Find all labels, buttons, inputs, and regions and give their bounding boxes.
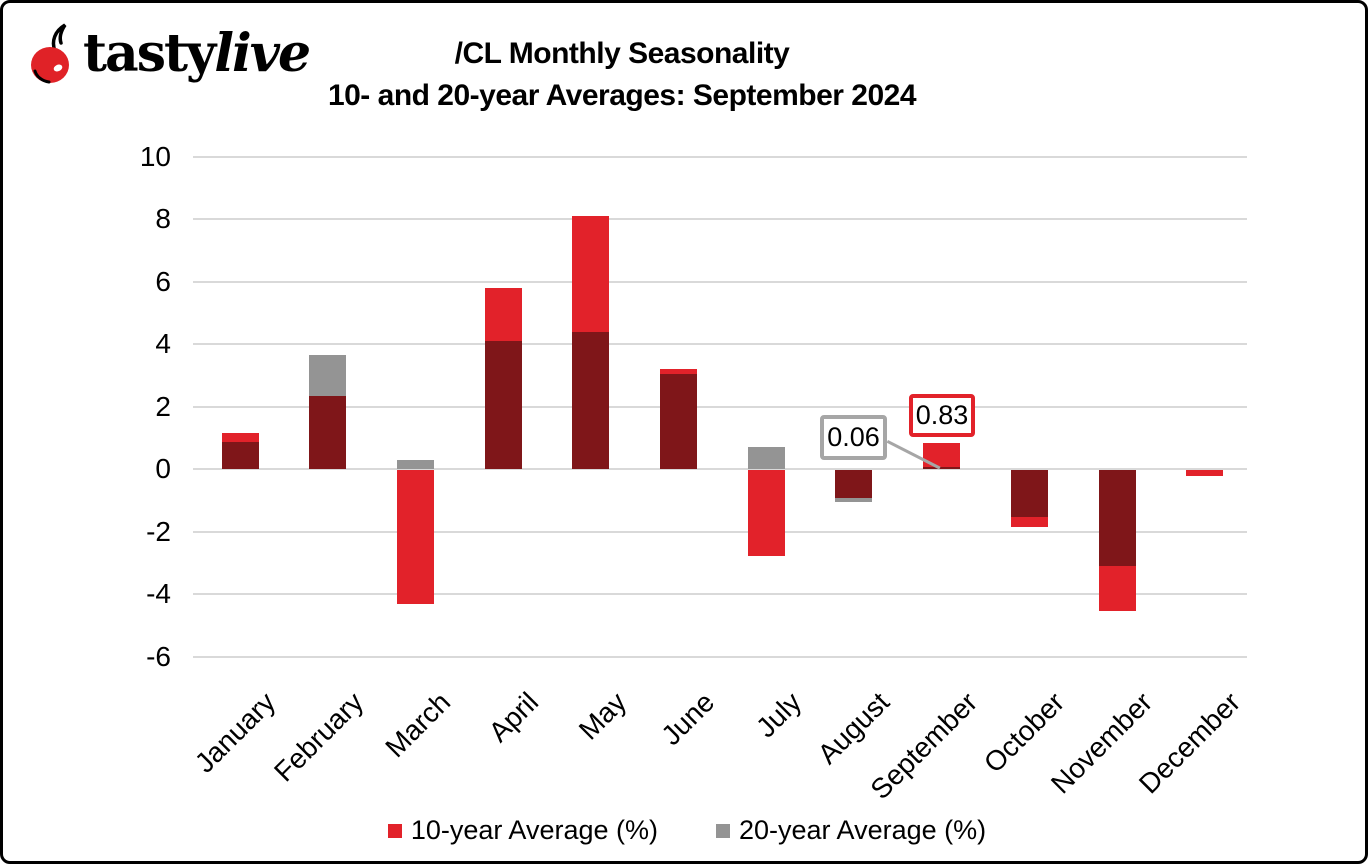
bar-january-10yr [221, 433, 259, 442]
gridline-y8 [193, 218, 1247, 220]
bar-september-overlap [923, 467, 961, 470]
gridline-y-4 [193, 593, 1247, 595]
y-axis-tick-label: 10 [139, 140, 171, 172]
chart-title-line2: 10- and 20-year Averages: September 2024 [327, 79, 917, 112]
gridline-y2 [193, 405, 1247, 408]
bar-january-overlap [221, 441, 259, 469]
legend-item: 10-year Average (%) [387, 815, 658, 846]
legend-swatch-icon [387, 823, 402, 838]
gridline-y4 [193, 343, 1247, 345]
plot-area: 10 8 6 4 2 0 -2 -4 -6 January February March April Ma… [3, 3, 1365, 861]
gridline-y-2 [193, 530, 1247, 533]
bar-february-overlap [309, 395, 347, 469]
bar-march-20yr [396, 459, 434, 469]
legend-label: 20-year Average (%) [739, 815, 987, 845]
bar-march-10yr [396, 470, 434, 605]
legend-swatch-icon [716, 823, 730, 838]
bar-april-overlap [484, 340, 522, 469]
y-axis-tick-label: 6 [155, 265, 171, 297]
chart-title-line1: /CL Monthly Seasonality [454, 37, 790, 70]
bar-december-10yr [1186, 470, 1224, 477]
bar-july-10yr [747, 470, 785, 556]
bar-february-20yr [309, 354, 347, 396]
bar-june-overlap [660, 373, 697, 469]
bar-may-overlap [572, 331, 610, 469]
legend: 10-year Average (%) 20-year Average (%) [3, 815, 1365, 846]
bar-august-20yr [835, 498, 873, 502]
y-axis-tick-label: 8 [155, 203, 171, 234]
bar-october-10yr [1010, 517, 1048, 527]
y-axis-tick-label: 4 [155, 328, 171, 359]
y-axis-tick-label: -2 [146, 515, 171, 547]
bar-july-20yr [747, 447, 785, 469]
y-axis-tick-label: -4 [146, 578, 171, 609]
bar-november-overlap [1098, 470, 1136, 567]
gridline-y10 [193, 155, 1247, 158]
brand-name: tastylive [83, 23, 311, 84]
gridline-y0 [193, 468, 1247, 470]
y-axis-tick-label: -6 [146, 640, 171, 672]
bar-august-overlap [835, 470, 873, 500]
chart-title: /CL Monthly Seasonality 10- and 20-year … [222, 33, 1022, 117]
legend-item: 20-year Average (%) [716, 815, 986, 846]
callout-0-83: 0.83 [909, 394, 975, 437]
bar-november-10yr [1098, 565, 1136, 612]
bar-october-overlap [1010, 470, 1048, 519]
gridline-y-6 [193, 655, 1247, 658]
legend-label: 10-year Average (%) [410, 815, 658, 845]
callout-0-06: 0.06 [820, 415, 887, 460]
y-axis-tick-label: 2 [155, 390, 171, 422]
bar-may-10yr [572, 215, 610, 332]
bar-april-10yr [484, 287, 522, 341]
y-axis-tick-label: 0 [155, 453, 171, 484]
tastylive-logo: tastylive [25, 21, 311, 87]
bar-june-10yr [660, 369, 697, 374]
cherry-icon [31, 23, 69, 84]
gridline-y6 [193, 280, 1247, 283]
